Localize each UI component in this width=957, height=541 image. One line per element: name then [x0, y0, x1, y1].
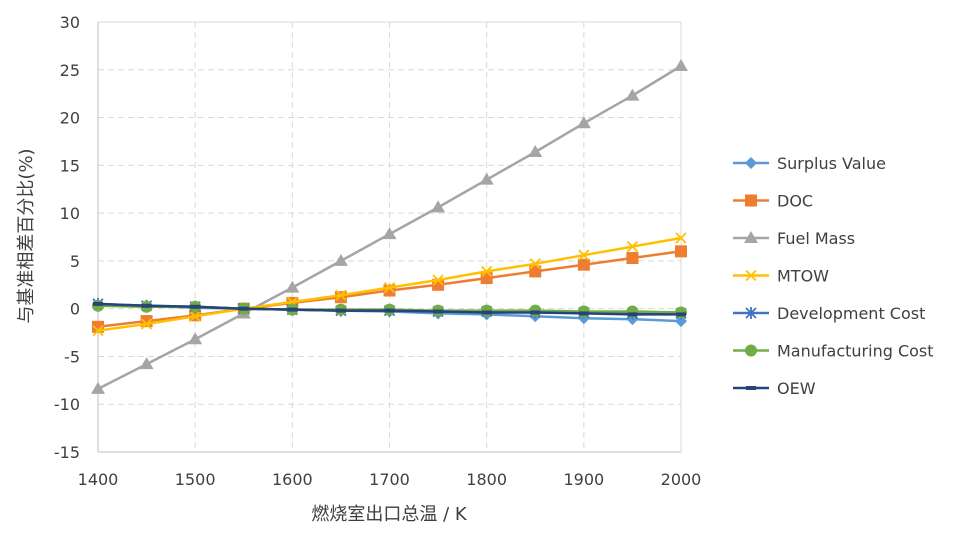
legend-label: Manufacturing Cost — [777, 342, 934, 361]
data-point-fuel-mass — [139, 357, 154, 370]
legend-marker-mtow — [745, 269, 757, 282]
legend-item-doc: DOC — [733, 192, 813, 211]
data-point-fuel-mass — [285, 280, 300, 293]
legend-label: Development Cost — [777, 304, 925, 323]
y-tick-label: 5 — [70, 252, 80, 271]
data-point-oew — [384, 308, 395, 313]
legend-item-development-cost: Development Cost — [733, 304, 925, 323]
data-point-oew — [190, 304, 201, 309]
data-point-fuel-mass — [479, 172, 494, 185]
data-point-oew — [433, 309, 444, 314]
series-mtow — [92, 232, 687, 337]
data-point-fuel-mass — [625, 88, 640, 101]
data-point-mtow — [529, 258, 541, 270]
x-tick-label: 1800 — [466, 470, 507, 489]
data-point-oew — [578, 311, 589, 316]
data-point-doc — [675, 245, 687, 258]
data-point-fuel-mass — [576, 116, 591, 129]
data-point-fuel-mass — [333, 253, 348, 266]
data-point-oew — [627, 312, 638, 317]
legend-item-oew: OEW — [733, 379, 816, 398]
data-point-mtow — [140, 318, 153, 330]
x-tick-labels: 1400 1500 1600 1700 1800 1900 2000 — [78, 470, 702, 489]
y-tick-label: 25 — [60, 61, 80, 80]
data-point-mtow — [675, 232, 687, 244]
data-point-oew — [481, 310, 492, 315]
data-point-oew — [238, 306, 249, 311]
legend-item-surplus-value: Surplus Value — [733, 154, 886, 173]
x-tick-label: 1900 — [563, 470, 604, 489]
legend-item-mtow: MTOW — [733, 267, 829, 286]
y-tick-label: 30 — [60, 13, 80, 32]
data-point-oew — [676, 312, 686, 317]
legend-label: Surplus Value — [777, 154, 886, 173]
legend-label: DOC — [777, 192, 813, 211]
y-tick-label: -10 — [54, 395, 80, 414]
legend-marker-fuel-mass — [744, 231, 758, 243]
data-point-fuel-mass — [528, 144, 543, 157]
legend-marker-development-cost — [745, 307, 757, 319]
series-lines — [91, 58, 688, 394]
legend-item-fuel-mass: Fuel Mass — [733, 229, 855, 248]
data-point-doc — [626, 252, 639, 265]
x-tick-label: 2000 — [661, 470, 702, 489]
y-tick-labels: 30 25 20 15 10 5 0 -5 -10 -15 — [54, 13, 80, 462]
legend-label: Fuel Mass — [777, 229, 855, 248]
y-tick-label: 15 — [60, 156, 80, 175]
data-point-fuel-mass — [674, 58, 688, 71]
y-tick-label: -5 — [64, 347, 80, 366]
x-axis-title: 燃烧室出口总温 / K — [311, 504, 468, 525]
data-point-doc — [480, 272, 493, 285]
data-point-oew — [287, 307, 298, 312]
y-tick-label: 20 — [60, 109, 80, 128]
data-point-mtow — [92, 325, 104, 337]
legend-label: OEW — [777, 379, 816, 398]
x-tick-label: 1500 — [175, 470, 216, 489]
data-point-mtow — [189, 310, 201, 322]
data-point-surplus-value — [675, 315, 687, 328]
x-tick-label: 1400 — [78, 470, 119, 489]
data-point-doc — [577, 258, 590, 271]
y-tick-label: -15 — [54, 443, 80, 462]
data-point-mtow — [383, 282, 396, 294]
legend-item-manufacturing-cost: Manufacturing Cost — [733, 342, 934, 361]
data-point-mtow — [578, 249, 590, 261]
data-point-fuel-mass — [188, 332, 203, 345]
data-point-oew — [141, 303, 152, 308]
data-point-fuel-mass — [91, 381, 105, 394]
legend: Surplus Value DOC Fuel Mass MTOW Development… — [733, 154, 934, 398]
x-tick-label: 1600 — [272, 470, 313, 489]
data-point-doc — [529, 265, 542, 278]
legend-marker-doc — [745, 194, 757, 207]
data-point-oew — [335, 308, 346, 313]
data-point-oew — [530, 310, 541, 315]
data-point-doc — [334, 291, 347, 304]
data-point-mtow — [626, 240, 639, 253]
y-tick-label: 0 — [70, 300, 80, 319]
legend-label: MTOW — [777, 267, 829, 286]
series-oew — [93, 301, 686, 317]
data-point-mtow — [481, 265, 493, 278]
y-tick-label: 10 — [60, 204, 80, 223]
data-point-mtow — [432, 274, 444, 286]
data-point-oew — [93, 301, 103, 306]
legend-marker-surplus-value — [745, 157, 757, 169]
data-point-mtow — [335, 289, 347, 301]
series-fuel-mass — [91, 58, 688, 394]
x-tick-label: 1700 — [369, 470, 410, 489]
legend-marker-manufacturing-cost — [745, 344, 757, 357]
legend-marker-oew — [746, 386, 756, 390]
data-point-fuel-mass — [431, 200, 446, 213]
y-axis-title: 与基准相差百分比(%) — [16, 148, 37, 323]
data-point-fuel-mass — [382, 227, 397, 240]
